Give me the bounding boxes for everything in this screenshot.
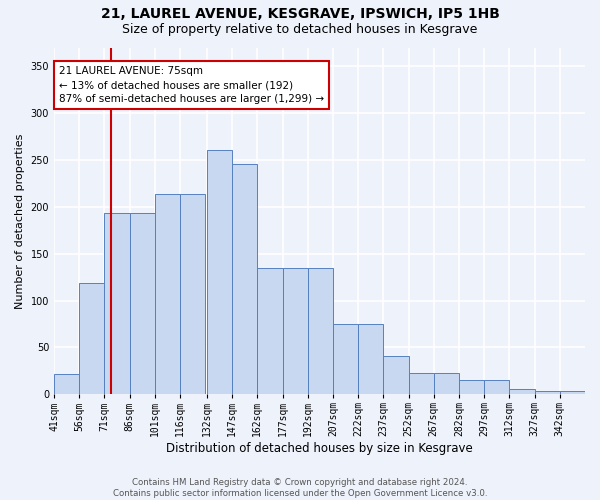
Text: 21, LAUREL AVENUE, KESGRAVE, IPSWICH, IP5 1HB: 21, LAUREL AVENUE, KESGRAVE, IPSWICH, IP… bbox=[101, 8, 499, 22]
Bar bbox=[308, 268, 333, 394]
Bar bbox=[104, 214, 130, 394]
Bar bbox=[434, 372, 459, 394]
Y-axis label: Number of detached properties: Number of detached properties bbox=[15, 133, 25, 308]
Bar bbox=[358, 324, 383, 394]
Bar bbox=[283, 268, 308, 394]
Bar bbox=[180, 194, 205, 394]
X-axis label: Distribution of detached houses by size in Kesgrave: Distribution of detached houses by size … bbox=[166, 442, 473, 455]
Bar bbox=[333, 324, 358, 394]
Bar bbox=[509, 388, 535, 394]
Text: 21 LAUREL AVENUE: 75sqm
← 13% of detached houses are smaller (192)
87% of semi-d: 21 LAUREL AVENUE: 75sqm ← 13% of detache… bbox=[59, 66, 324, 104]
Text: Contains HM Land Registry data © Crown copyright and database right 2024.
Contai: Contains HM Land Registry data © Crown c… bbox=[113, 478, 487, 498]
Text: Size of property relative to detached houses in Kesgrave: Size of property relative to detached ho… bbox=[122, 22, 478, 36]
Bar bbox=[207, 150, 232, 394]
Bar bbox=[459, 380, 484, 394]
Bar bbox=[484, 380, 509, 394]
Bar bbox=[535, 390, 560, 394]
Bar bbox=[130, 214, 155, 394]
Bar bbox=[79, 282, 104, 394]
Bar bbox=[560, 390, 585, 394]
Bar bbox=[232, 164, 257, 394]
Bar bbox=[383, 356, 409, 394]
Bar bbox=[257, 268, 283, 394]
Bar bbox=[54, 374, 79, 394]
Bar bbox=[155, 194, 180, 394]
Bar bbox=[409, 372, 434, 394]
